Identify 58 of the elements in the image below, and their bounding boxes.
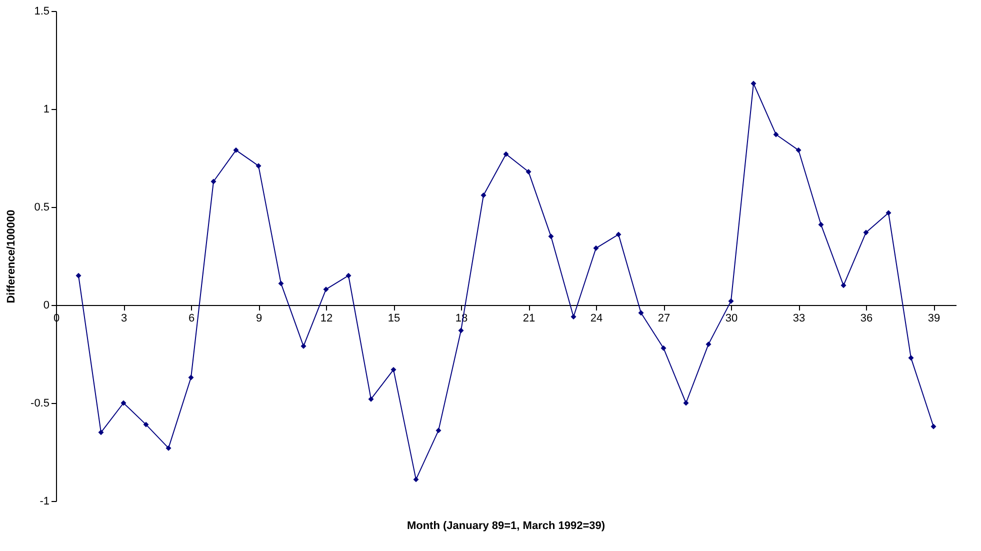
point xyxy=(660,345,666,351)
point xyxy=(436,428,442,434)
point xyxy=(548,234,554,240)
point xyxy=(638,310,644,316)
point xyxy=(98,430,104,436)
point xyxy=(390,366,396,372)
point xyxy=(773,132,779,138)
x-tick-label: 6 xyxy=(188,312,195,324)
x-tick-label: 36 xyxy=(860,312,873,324)
point xyxy=(863,230,869,236)
point xyxy=(908,355,914,361)
point xyxy=(166,445,172,451)
x-tick-label: 12 xyxy=(320,312,333,324)
point xyxy=(728,298,734,304)
y-tick-label: 1 xyxy=(43,104,50,116)
point xyxy=(706,341,712,347)
point xyxy=(930,424,936,430)
point xyxy=(750,80,756,86)
y-tick-label: 0 xyxy=(43,300,50,312)
point xyxy=(233,147,239,153)
y-tick-label: 1.5 xyxy=(34,6,50,18)
x-tick-label: 39 xyxy=(928,312,940,324)
y-tick-label: -1 xyxy=(40,496,50,508)
point xyxy=(368,396,374,402)
point xyxy=(143,422,149,428)
point xyxy=(256,163,262,169)
x-tick-label: 33 xyxy=(792,312,806,324)
point xyxy=(210,178,216,184)
point xyxy=(480,192,486,198)
x-axis-title: Month (January 89=1, March 1992=39) xyxy=(406,520,606,532)
y-tick-label: -0.5 xyxy=(30,398,50,410)
x-tick-label: 30 xyxy=(725,312,738,324)
point xyxy=(503,151,509,157)
point xyxy=(593,245,599,251)
x-tick-label: 27 xyxy=(658,312,670,324)
point xyxy=(413,476,419,482)
y-axis-title: Difference/100000 xyxy=(6,210,18,304)
point xyxy=(840,282,846,288)
point xyxy=(76,272,82,278)
point xyxy=(818,222,824,228)
point xyxy=(323,286,329,292)
point xyxy=(796,147,802,153)
point xyxy=(458,328,464,334)
point xyxy=(120,400,126,406)
point xyxy=(346,272,352,278)
point xyxy=(300,343,306,349)
x-tick-label: 9 xyxy=(256,312,262,324)
x-tick-label: 21 xyxy=(522,312,536,324)
y-tick-label: 0.5 xyxy=(34,202,50,214)
point xyxy=(616,232,622,238)
point xyxy=(278,280,284,286)
x-tick-label: 3 xyxy=(120,312,128,324)
x-tick-label: 15 xyxy=(388,312,400,324)
point xyxy=(188,374,194,380)
x-tick-label: 24 xyxy=(590,312,603,324)
point xyxy=(886,210,892,216)
point xyxy=(683,400,689,406)
point xyxy=(526,168,532,174)
